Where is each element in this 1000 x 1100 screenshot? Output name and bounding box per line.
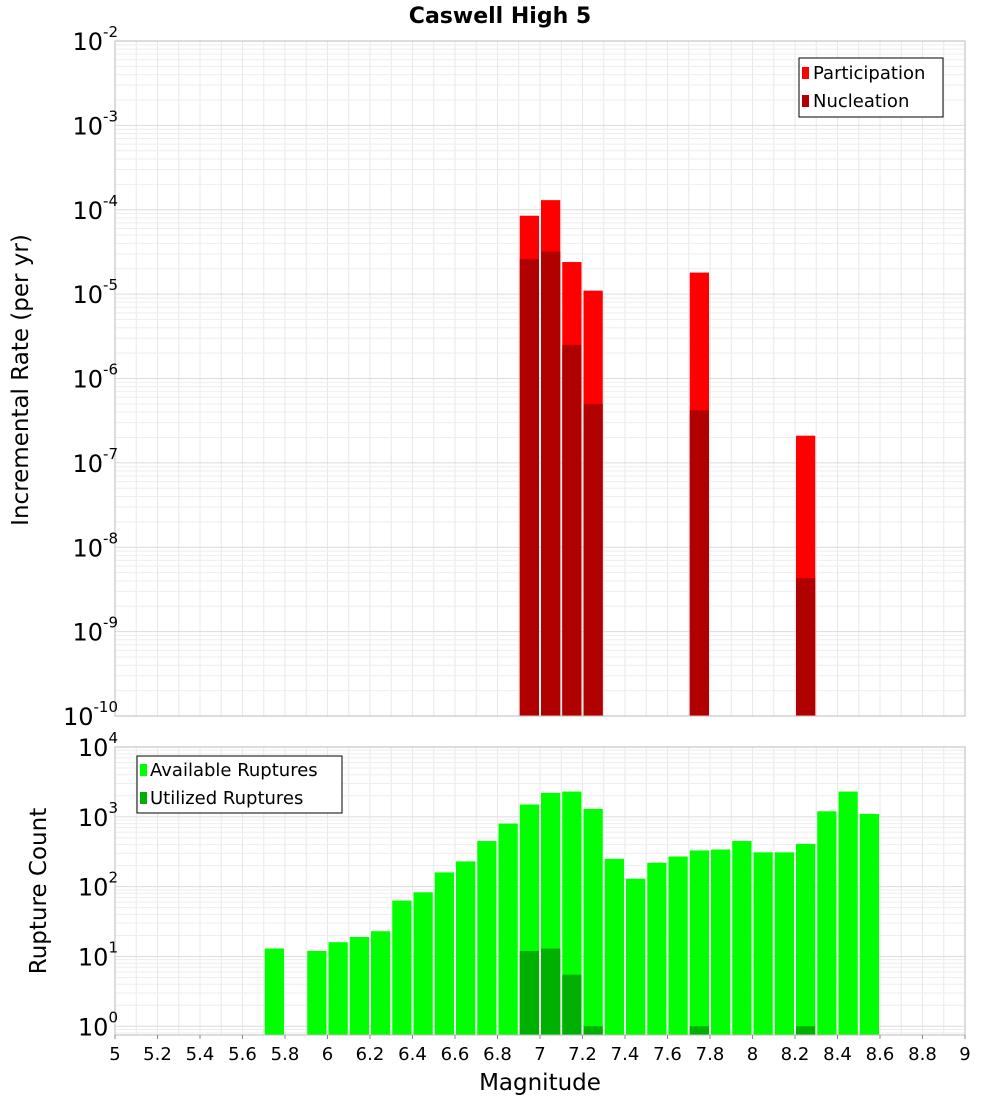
utilized-ruptures-bar (796, 1026, 816, 1035)
x-tick-label: 7.4 (611, 1044, 640, 1065)
available-ruptures-bar (859, 813, 879, 1035)
bottom-y-axis-label: Rupture Count (26, 808, 52, 974)
nucleation-bar (689, 410, 709, 716)
x-tick-label: 5.2 (143, 1044, 172, 1065)
available-ruptures-bar (307, 950, 327, 1035)
x-tick-label: 6.4 (398, 1044, 427, 1065)
available-ruptures-bar (817, 811, 837, 1035)
x-tick-label: 5.8 (271, 1044, 300, 1065)
y-tick-label: 10-3 (72, 107, 118, 140)
utilized-ruptures-bar (541, 948, 561, 1035)
y-tick-label: 100 (78, 1008, 118, 1041)
y-tick-label: 102 (78, 869, 118, 902)
top-legend-box (798, 57, 944, 118)
nucleation-bar (541, 251, 561, 716)
x-tick-label: 8.8 (908, 1044, 937, 1065)
available-ruptures-bar (711, 849, 731, 1035)
utilized-ruptures-bar (583, 1026, 603, 1035)
nucleation-bar (583, 403, 603, 716)
available-ruptures-bar (371, 931, 391, 1035)
y-tick-label: 10-8 (72, 529, 118, 562)
y-tick-label: 10-9 (72, 614, 118, 647)
x-tick-label: 7.6 (653, 1044, 682, 1065)
available-ruptures-bar (413, 892, 433, 1035)
legend-label-utilized: Utilized Ruptures (150, 788, 303, 809)
available-ruptures-bar (668, 856, 688, 1035)
legend-label-participation: Participation (813, 63, 925, 84)
x-tick-label: 5.6 (228, 1044, 257, 1065)
legend-label-nucleation: Nucleation (813, 91, 909, 112)
y-tick-label: 10-4 (72, 192, 118, 225)
x-tick-label: 7.2 (568, 1044, 597, 1065)
bottom-legend: Available Ruptures Utilized Ruptures (136, 755, 343, 814)
top-grid (114, 41, 966, 717)
y-tick-label: 10-7 (72, 445, 118, 478)
legend-label-available: Available Ruptures (150, 760, 318, 781)
x-tick-label: 7.8 (696, 1044, 725, 1065)
available-ruptures-bar (626, 878, 646, 1035)
bottom-legend-box (136, 755, 343, 814)
top-bars (519, 200, 816, 717)
x-tick-label: 6.2 (356, 1044, 385, 1065)
available-ruptures-bar (732, 841, 752, 1035)
utilized-ruptures-bar (689, 1026, 709, 1035)
x-tick-label: 8 (747, 1044, 758, 1065)
utilized-ruptures-bar (519, 950, 539, 1035)
available-ruptures-bar (264, 948, 284, 1035)
available-ruptures-bar (349, 936, 369, 1035)
legend-swatch-utilized (140, 792, 147, 804)
available-ruptures-bar (796, 843, 816, 1035)
legend-swatch-participation (802, 67, 809, 79)
available-ruptures-bar (392, 900, 412, 1035)
top-y-ticks: 10-2 10-3 10-4 10-5 10-6 10-7 10-8 10-9 10-10 (63, 23, 118, 731)
available-ruptures-bar (477, 841, 497, 1035)
top-legend: Participation Nucleation (798, 57, 944, 118)
top-plot-border (114, 40, 966, 717)
nucleation-bar (796, 578, 816, 716)
nucleation-bar (562, 344, 582, 716)
nucleation-bar (519, 259, 539, 716)
top-panel: 10-2 10-3 10-4 10-5 10-6 10-7 10-8 10-9 10-10 In… (8, 23, 966, 731)
x-tick-label: 8.6 (866, 1044, 895, 1065)
x-tick-label: 5.4 (186, 1044, 215, 1065)
x-tick-label: 9 (959, 1044, 970, 1065)
available-ruptures-bar (328, 942, 348, 1035)
chart-title: Caswell High 5 (409, 4, 591, 29)
bottom-bars (264, 791, 879, 1035)
available-ruptures-bar (838, 791, 858, 1035)
y-tick-label: 103 (78, 799, 118, 832)
available-ruptures-bar (753, 852, 773, 1035)
available-ruptures-bar (774, 852, 794, 1035)
x-tick-label: 5 (109, 1044, 120, 1065)
legend-swatch-available (140, 764, 147, 776)
x-ticks: 5 5.2 5.4 5.6 5.8 6 6.2 6.4 6.6 6.8 7 7.2 7.4 7.6 7.8 8… (109, 1035, 971, 1065)
y-tick-label: 10-10 (63, 698, 118, 731)
y-tick-label: 10-2 (72, 23, 118, 56)
top-y-axis-label: Incremental Rate (per yr) (8, 234, 34, 526)
x-tick-label: 6 (322, 1044, 333, 1065)
y-tick-label: 10-6 (72, 361, 118, 394)
available-ruptures-bar (604, 858, 624, 1035)
utilized-ruptures-bar (562, 974, 582, 1035)
available-ruptures-bar (647, 862, 667, 1035)
x-tick-label: 7 (534, 1044, 545, 1065)
y-tick-label: 104 (78, 729, 118, 762)
available-ruptures-bar (434, 872, 454, 1035)
y-tick-label: 101 (78, 938, 118, 971)
available-ruptures-bar (456, 861, 476, 1035)
y-tick-label: 10-5 (72, 276, 118, 309)
x-axis-label: Magnitude (479, 1070, 601, 1096)
available-ruptures-bar (583, 808, 603, 1035)
available-ruptures-bar (498, 823, 518, 1035)
x-tick-label: 8.2 (781, 1044, 810, 1065)
x-tick-label: 8.4 (823, 1044, 852, 1065)
x-tick-label: 6.6 (441, 1044, 470, 1065)
bottom-panel: 104 103 102 101 100 Rupture Count Available … (26, 729, 966, 1041)
bottom-y-ticks: 104 103 102 101 100 (78, 729, 118, 1041)
x-tick-label: 6.8 (483, 1044, 512, 1065)
available-ruptures-bar (562, 791, 582, 1035)
legend-swatch-nucleation (802, 95, 809, 107)
available-ruptures-bar (689, 850, 709, 1035)
